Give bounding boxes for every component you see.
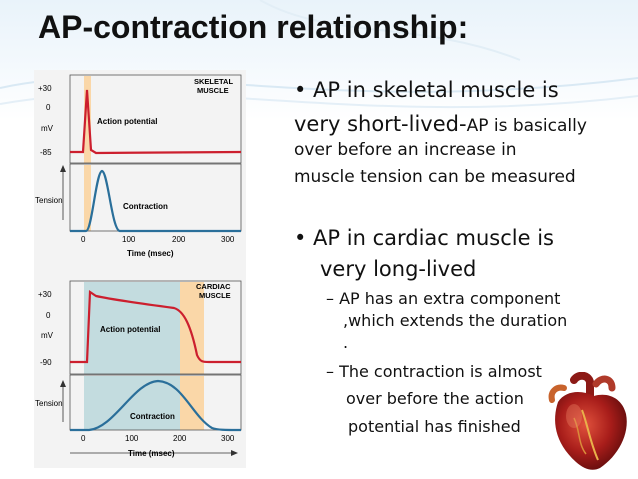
heart-illustration (548, 372, 627, 470)
cardiac-contraction-label: Contraction (130, 412, 175, 421)
cardiac-ap-label: Action potential (100, 325, 160, 334)
subbullet-extra-component-line1: – AP has an extra component (326, 289, 561, 308)
skeletal-xtick-0: 0 (81, 235, 86, 244)
cardiac-contraction-frame (69, 374, 242, 431)
cardiac-contraction-refractory-band (180, 376, 204, 430)
bullet-skeletal-line3: over before an increase in (294, 140, 517, 160)
cardiac-time-arrowhead (231, 450, 238, 456)
skeletal-ytick-minus85: -85 (40, 148, 52, 157)
slide-title: AP-contraction relationship: (38, 9, 469, 45)
cardiac-xtick-200: 200 (173, 434, 187, 443)
cardiac-xaxis-label: Time (msec) (128, 449, 175, 458)
skeletal-ap-curve (70, 89, 242, 155)
ap-contraction-figure: +30 0 mV -85 Action potential SKELETAL M… (35, 74, 242, 458)
subbullet-contraction-line2: over before the action (346, 389, 524, 408)
cardiac-contraction-curve (70, 379, 242, 432)
cardiac-label-line2: MUSCLE (199, 291, 231, 300)
subbullet-contraction-line3: potential has finished (348, 417, 521, 436)
subbullet-extra-component-line2: ,which extends the duration (343, 311, 568, 330)
skeletal-ytick-unit: mV (41, 124, 54, 133)
subbullet-contraction-line1: – The contraction is almost (326, 362, 542, 381)
bullet-cardiac-line1: • AP in cardiac muscle is (294, 226, 554, 250)
skeletal-xtick-300: 300 (221, 235, 235, 244)
bullet-skeletal-line2-main: very short-lived- (294, 112, 467, 136)
cardiac-ap-curve (70, 290, 241, 364)
bullet-skeletal-line1: • AP in skeletal muscle is (294, 78, 559, 102)
skeletal-contraction-curve (70, 169, 241, 233)
skeletal-ap-frame (69, 74, 242, 164)
bullet-skeletal-line4: muscle tension can be measured (294, 167, 576, 187)
cardiac-tension-label: Tension (35, 399, 63, 408)
cardiac-xtick-100: 100 (125, 434, 139, 443)
cardiac-ytick-plus30: +30 (38, 290, 52, 299)
skeletal-contraction-panel: Tension Contraction 0 100 200 300 Time (… (35, 163, 242, 258)
skeletal-label-line2: MUSCLE (197, 86, 229, 95)
bullet-skeletal-line2: very short-lived-AP is basically (294, 112, 587, 136)
bullet-skeletal-line2-tail: AP is basically (466, 116, 587, 136)
cardiac-ytick-unit: mV (41, 331, 54, 340)
skeletal-xaxis-label: Time (msec) (127, 249, 174, 258)
skeletal-label-line1: SKELETAL (194, 77, 233, 86)
cardiac-xtick-0: 0 (81, 434, 86, 443)
cardiac-contraction-panel: Tension Contraction 0 100 200 300 Time (… (35, 374, 242, 458)
cardiac-tension-arrowhead (60, 380, 66, 387)
cardiac-ap-panel: +30 0 mV -90 Action potential CARDIAC MU… (38, 280, 242, 375)
cardiac-ytick-0: 0 (46, 311, 51, 320)
skeletal-tension-arrowhead (60, 165, 66, 172)
skeletal-ap-label: Action potential (97, 117, 157, 126)
skeletal-xtick-200: 200 (172, 235, 186, 244)
skeletal-ytick-0: 0 (46, 103, 51, 112)
cardiac-xtick-300: 300 (221, 434, 235, 443)
cardiac-contraction-shading (84, 376, 180, 430)
skeletal-xtick-100: 100 (122, 235, 136, 244)
skeletal-tension-label: Tension (35, 196, 63, 205)
cardiac-ytick-minus90: -90 (40, 358, 52, 367)
skeletal-ap-panel: +30 0 mV -85 Action potential SKELETAL M… (38, 74, 242, 164)
skeletal-ap-refractory-band (84, 76, 91, 163)
bullet-cardiac-line2: very long-lived (320, 257, 477, 281)
skeletal-contraction-label: Contraction (123, 202, 168, 211)
cardiac-label-line1: CARDIAC (196, 282, 231, 291)
skeletal-contraction-refractory-band (84, 165, 91, 231)
subbullet-extra-component-line3: . (343, 333, 349, 352)
skeletal-ytick-plus30: +30 (38, 84, 52, 93)
cardiac-ap-frame (69, 280, 242, 375)
